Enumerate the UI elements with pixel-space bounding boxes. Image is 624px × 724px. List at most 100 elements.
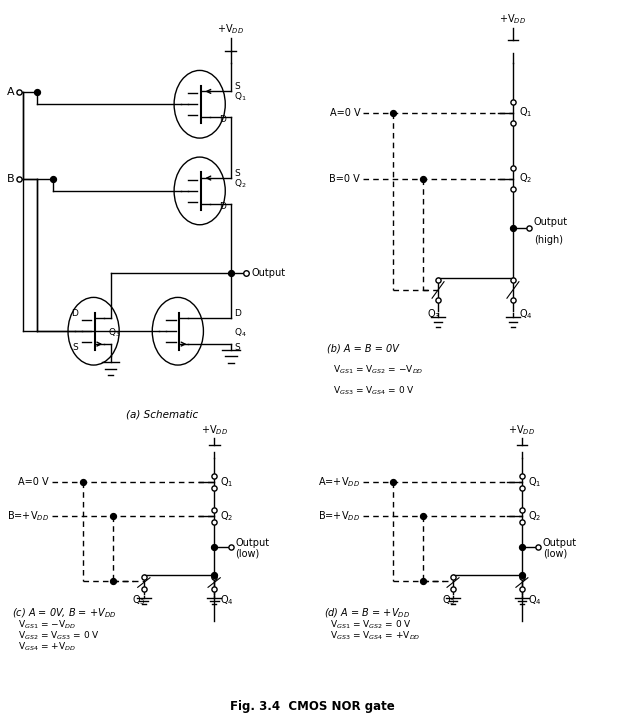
Text: D: D xyxy=(219,202,226,211)
Text: Q$_4$: Q$_4$ xyxy=(234,327,247,339)
Point xyxy=(508,222,518,234)
Point xyxy=(524,222,534,234)
Point xyxy=(109,576,119,587)
Point xyxy=(508,117,518,129)
Text: V$_{GS1}$ = V$_{GS2}$ = $-$V$_{DD}$: V$_{GS1}$ = V$_{GS2}$ = $-$V$_{DD}$ xyxy=(333,363,424,376)
Text: (low): (low) xyxy=(543,548,567,558)
Point xyxy=(14,86,24,98)
Text: Q$_2$: Q$_2$ xyxy=(519,172,532,185)
Point xyxy=(209,571,219,582)
Point xyxy=(209,570,219,581)
Text: Q$_3$: Q$_3$ xyxy=(442,593,456,607)
Point xyxy=(517,571,527,582)
Point xyxy=(448,571,458,582)
Text: (low): (low) xyxy=(236,548,260,558)
Text: Q$_2$: Q$_2$ xyxy=(528,509,541,523)
Point xyxy=(209,541,219,552)
Text: +V$_{DD}$: +V$_{DD}$ xyxy=(499,12,527,26)
Text: +V$_{DD}$: +V$_{DD}$ xyxy=(509,423,535,437)
Text: V$_{GS1}$ = V$_{GS2}$ = 0 V: V$_{GS1}$ = V$_{GS2}$ = 0 V xyxy=(330,619,412,631)
Text: Fig. 3.4  CMOS NOR gate: Fig. 3.4 CMOS NOR gate xyxy=(230,700,394,713)
Point xyxy=(517,504,527,515)
Point xyxy=(209,583,219,594)
Point xyxy=(209,515,219,527)
Text: Output: Output xyxy=(236,538,270,548)
Point xyxy=(226,268,236,279)
Point xyxy=(517,570,527,581)
Text: D: D xyxy=(234,309,241,319)
Text: B: B xyxy=(6,174,14,184)
Point xyxy=(508,295,518,306)
Point xyxy=(433,295,443,306)
Point xyxy=(433,274,443,285)
Point xyxy=(209,482,219,494)
Text: Q$_1$: Q$_1$ xyxy=(528,475,541,489)
Point xyxy=(508,96,518,108)
Text: +V$_{DD}$: +V$_{DD}$ xyxy=(217,22,245,36)
Text: Q$_1$: Q$_1$ xyxy=(220,475,233,489)
Text: S: S xyxy=(234,169,240,178)
Point xyxy=(508,183,518,195)
Text: B=+V$_{DD}$: B=+V$_{DD}$ xyxy=(7,509,49,523)
Point xyxy=(48,173,58,185)
Point xyxy=(209,471,219,482)
Text: Output: Output xyxy=(543,538,577,548)
Text: +V$_{DD}$: +V$_{DD}$ xyxy=(201,423,228,437)
Point xyxy=(241,268,251,279)
Text: V$_{GS4}$ = +V$_{DD}$: V$_{GS4}$ = +V$_{DD}$ xyxy=(19,641,76,653)
Text: B=0 V: B=0 V xyxy=(329,174,360,184)
Text: S: S xyxy=(234,343,240,353)
Text: (c) A = 0V, B = +V$_{DD}$: (c) A = 0V, B = +V$_{DD}$ xyxy=(12,606,117,620)
Text: A=0 V: A=0 V xyxy=(329,107,360,117)
Text: Output: Output xyxy=(251,269,285,279)
Point xyxy=(534,541,544,552)
Point xyxy=(517,482,527,494)
Point xyxy=(517,515,527,527)
Point xyxy=(388,106,398,118)
Point xyxy=(448,583,458,594)
Point xyxy=(209,504,219,515)
Point xyxy=(517,471,527,482)
Text: D: D xyxy=(219,115,226,124)
Text: Q$_1$: Q$_1$ xyxy=(519,106,532,119)
Point xyxy=(32,86,42,98)
Point xyxy=(139,571,149,582)
Text: (b) A = B = 0V: (b) A = B = 0V xyxy=(327,344,399,354)
Text: Q$_3$: Q$_3$ xyxy=(427,307,441,321)
Point xyxy=(14,173,24,185)
Text: Output: Output xyxy=(534,217,568,227)
Text: D: D xyxy=(71,309,78,319)
Point xyxy=(77,476,87,488)
Text: Q$_3$: Q$_3$ xyxy=(107,327,120,339)
Text: B=+V$_{DD}$: B=+V$_{DD}$ xyxy=(318,509,360,523)
Text: Q$_2$: Q$_2$ xyxy=(234,177,246,190)
Text: (high): (high) xyxy=(534,235,563,245)
Point xyxy=(109,510,119,521)
Point xyxy=(517,541,527,552)
Point xyxy=(508,162,518,174)
Point xyxy=(508,274,518,285)
Text: (d) A = B = +V$_{DD}$: (d) A = B = +V$_{DD}$ xyxy=(324,606,411,620)
Text: A=+V$_{DD}$: A=+V$_{DD}$ xyxy=(318,475,360,489)
Point xyxy=(226,541,236,552)
Point xyxy=(139,583,149,594)
Text: V$_{GS3}$ = V$_{GS4}$ = 0 V: V$_{GS3}$ = V$_{GS4}$ = 0 V xyxy=(333,384,415,397)
Text: V$_{GS3}$ = V$_{GS4}$ = +V$_{DD}$: V$_{GS3}$ = V$_{GS4}$ = +V$_{DD}$ xyxy=(330,630,421,642)
Text: A=0 V: A=0 V xyxy=(19,477,49,487)
Text: A: A xyxy=(6,87,14,97)
Text: Q$_4$: Q$_4$ xyxy=(220,593,234,607)
Text: Q$_4$: Q$_4$ xyxy=(519,307,533,321)
Text: Q$_2$: Q$_2$ xyxy=(220,509,233,523)
Text: V$_{GS2}$ = V$_{GS3}$ = 0 V: V$_{GS2}$ = V$_{GS3}$ = 0 V xyxy=(19,630,100,642)
Text: S: S xyxy=(234,83,240,91)
Point xyxy=(418,576,428,587)
Text: Q$_4$: Q$_4$ xyxy=(528,593,542,607)
Text: V$_{GS1}$ = $-$V$_{DD}$: V$_{GS1}$ = $-$V$_{DD}$ xyxy=(19,619,76,631)
Point xyxy=(517,583,527,594)
Text: S: S xyxy=(72,343,78,353)
Point xyxy=(418,173,428,185)
Point xyxy=(418,510,428,521)
Point xyxy=(388,476,398,488)
Text: (a) Schematic: (a) Schematic xyxy=(126,410,198,420)
Text: Q$_3$: Q$_3$ xyxy=(132,593,146,607)
